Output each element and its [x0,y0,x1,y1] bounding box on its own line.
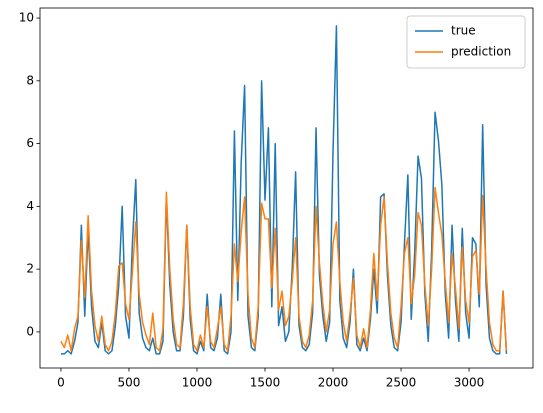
legend-label: true [451,24,476,38]
x-tick-label: 3000 [454,376,485,390]
y-tick-label: 10 [19,11,34,25]
y-tick-label: 0 [26,324,34,338]
y-tick-label: 2 [26,262,34,276]
x-tick-label: 2000 [318,376,349,390]
legend-label: prediction [451,45,511,59]
y-tick-label: 8 [26,73,34,87]
series-line [60,186,508,352]
y-tick-label: 6 [26,136,34,150]
x-tick-label: 1500 [250,376,281,390]
x-tick-label: 0 [57,376,65,390]
series-line [60,25,508,355]
x-tick-label: 1000 [182,376,213,390]
plot-frame [39,7,534,369]
legend-box [406,15,526,69]
x-tick-label: 2500 [386,376,417,390]
y-tick-label: 4 [26,199,34,213]
x-tick-label: 500 [118,376,141,390]
